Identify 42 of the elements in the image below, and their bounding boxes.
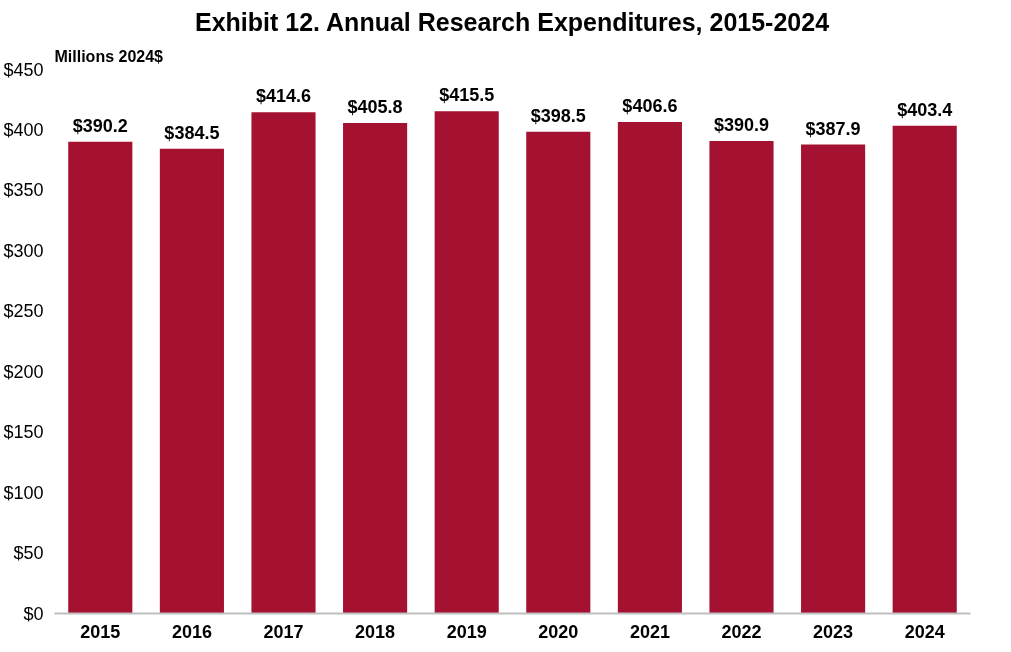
- bar: [801, 144, 866, 614]
- data-label: $390.2: [72, 115, 128, 136]
- y-tick-label: $400: [3, 119, 44, 140]
- y-tick-label: $150: [3, 422, 44, 443]
- bar: [68, 141, 133, 614]
- data-label: $405.8: [347, 96, 403, 117]
- data-label: $414.6: [255, 86, 312, 107]
- x-tick-label: 2024: [904, 621, 945, 642]
- x-tick-label: 2020: [538, 621, 579, 642]
- bar: [251, 112, 316, 614]
- x-tick-label: 2018: [355, 621, 396, 642]
- data-label: $403.4: [897, 99, 953, 120]
- chart-title: Exhibit 12. Annual Research Expenditures, 2015-2024: [195, 7, 830, 36]
- bar: [617, 121, 682, 614]
- y-tick-label: $300: [3, 240, 44, 261]
- bar: [343, 122, 408, 614]
- data-label: $390.9: [713, 114, 770, 135]
- x-tick-label: 2017: [263, 621, 304, 642]
- bar: [892, 125, 957, 614]
- y-tick-label: $0: [23, 603, 44, 624]
- x-tick-label: 2022: [721, 621, 762, 642]
- x-tick-label: 2015: [80, 621, 121, 642]
- bar: [526, 131, 591, 614]
- bar: [434, 111, 499, 614]
- x-tick-label: 2016: [171, 621, 212, 642]
- y-tick-label: $100: [3, 482, 44, 503]
- x-tick-label: 2021: [629, 621, 670, 642]
- data-label: $387.9: [805, 118, 861, 139]
- data-label: $415.5: [439, 85, 495, 106]
- x-tick-label: 2023: [813, 621, 854, 642]
- y-tick-label: $50: [13, 543, 44, 564]
- data-label: $384.5: [164, 122, 220, 143]
- y-tick-label: $350: [3, 180, 44, 201]
- y-tick-label: $200: [3, 361, 44, 382]
- x-tick-label: 2019: [446, 621, 487, 642]
- y-tick-label: $250: [3, 301, 44, 322]
- bar: [709, 140, 774, 614]
- data-label: $406.6: [622, 95, 678, 116]
- data-label: $398.5: [530, 105, 586, 126]
- y-tick-label: $450: [3, 59, 44, 80]
- y-axis-title: Millions 2024$: [54, 47, 164, 65]
- bar: [159, 148, 224, 614]
